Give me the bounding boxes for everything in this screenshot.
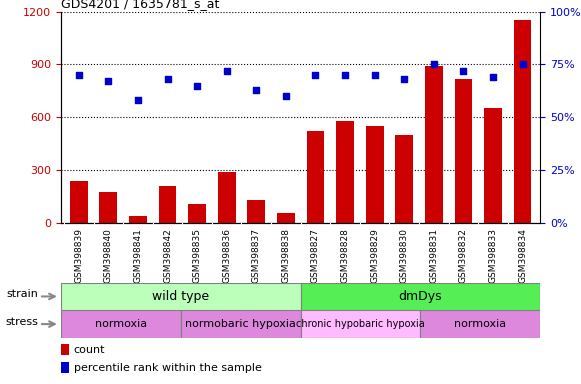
Text: percentile rank within the sample: percentile rank within the sample <box>74 363 261 373</box>
Point <box>74 72 84 78</box>
Point <box>429 61 439 68</box>
Text: GSM398831: GSM398831 <box>429 228 438 283</box>
Text: GSM398841: GSM398841 <box>134 228 142 283</box>
Bar <box>301 310 421 338</box>
Point <box>370 72 379 78</box>
Text: GSM398842: GSM398842 <box>163 228 172 283</box>
Point <box>192 83 202 89</box>
Text: GSM398839: GSM398839 <box>74 228 83 283</box>
Point <box>340 72 350 78</box>
Text: GSM398837: GSM398837 <box>252 228 261 283</box>
Text: GSM398836: GSM398836 <box>222 228 231 283</box>
Text: GSM398834: GSM398834 <box>518 228 527 283</box>
Bar <box>421 310 540 338</box>
Text: normoxia: normoxia <box>95 319 147 329</box>
Bar <box>395 135 413 223</box>
Point <box>518 61 527 68</box>
Text: GSM398827: GSM398827 <box>311 228 320 283</box>
Text: GDS4201 / 1635781_s_at: GDS4201 / 1635781_s_at <box>61 0 220 10</box>
Bar <box>70 181 88 223</box>
Point <box>252 87 261 93</box>
Bar <box>454 78 472 223</box>
Bar <box>484 109 502 223</box>
Point <box>222 68 231 74</box>
Bar <box>188 204 206 223</box>
Bar <box>366 126 383 223</box>
Bar <box>336 121 354 223</box>
Text: GSM398835: GSM398835 <box>193 228 202 283</box>
Bar <box>129 216 147 223</box>
Point <box>459 68 468 74</box>
Text: GSM398830: GSM398830 <box>400 228 408 283</box>
Bar <box>61 283 301 310</box>
Point <box>489 74 498 80</box>
Point <box>311 72 320 78</box>
Text: count: count <box>74 345 105 355</box>
Bar <box>181 310 301 338</box>
Bar <box>425 66 443 223</box>
Bar <box>301 283 540 310</box>
Bar <box>61 344 70 355</box>
Bar <box>61 310 181 338</box>
Text: normobaric hypoxia: normobaric hypoxia <box>185 319 296 329</box>
Point <box>281 93 290 99</box>
Bar <box>218 172 235 223</box>
Bar <box>277 214 295 223</box>
Text: dmDys: dmDys <box>399 290 442 303</box>
Bar <box>514 20 532 223</box>
Text: stress: stress <box>5 317 38 327</box>
Point <box>133 97 142 103</box>
Text: GSM398829: GSM398829 <box>370 228 379 283</box>
Text: GSM398833: GSM398833 <box>489 228 497 283</box>
Bar <box>159 186 177 223</box>
Point <box>400 76 409 82</box>
Text: GSM398840: GSM398840 <box>104 228 113 283</box>
Text: GSM398828: GSM398828 <box>340 228 350 283</box>
Text: normoxia: normoxia <box>454 319 507 329</box>
Bar <box>248 200 265 223</box>
Text: GSM398832: GSM398832 <box>459 228 468 283</box>
Point <box>163 76 172 82</box>
Point <box>103 78 113 84</box>
Text: chronic hypobaric hypoxia: chronic hypobaric hypoxia <box>296 319 425 329</box>
Bar <box>99 192 117 223</box>
Bar <box>307 131 324 223</box>
Text: GSM398838: GSM398838 <box>281 228 290 283</box>
Text: wild type: wild type <box>152 290 209 303</box>
Text: strain: strain <box>6 289 38 299</box>
Bar <box>61 362 70 373</box>
